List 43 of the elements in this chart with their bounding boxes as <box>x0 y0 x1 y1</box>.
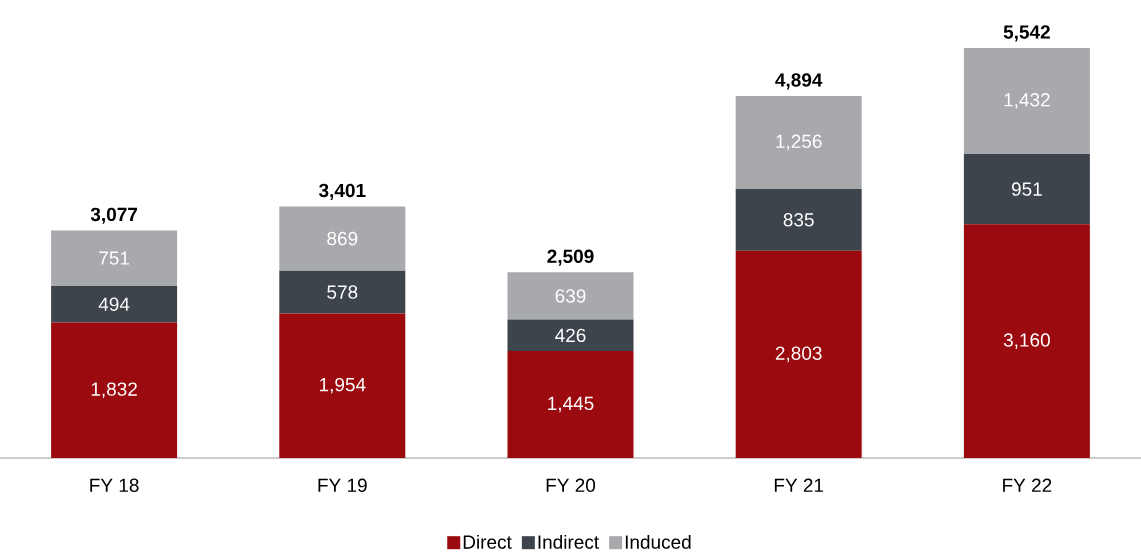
total-label: 3,077 <box>90 207 138 224</box>
bar <box>507 319 634 352</box>
data-label: 951 <box>1011 182 1042 196</box>
bar <box>507 272 634 320</box>
bar <box>963 224 1090 458</box>
data-label: 578 <box>327 285 358 299</box>
bar <box>279 313 406 458</box>
total-label: 3,401 <box>318 183 366 200</box>
bar <box>963 48 1090 154</box>
data-label: 1,954 <box>319 377 366 394</box>
total-label: 2,509 <box>547 249 594 266</box>
data-label: 1,445 <box>548 396 594 413</box>
bar <box>51 285 178 323</box>
data-label: 639 <box>555 289 586 303</box>
legend-label: Indirect <box>538 534 599 549</box>
data-label: 751 <box>99 251 130 265</box>
data-label: 1,832 <box>91 382 137 399</box>
legend-label: Induced <box>625 534 691 549</box>
x-tick-label: FY 19 <box>318 478 367 492</box>
bar <box>735 250 862 458</box>
bar <box>279 270 406 314</box>
data-label: 426 <box>555 328 586 343</box>
bar <box>735 96 862 189</box>
total-label: 5,542 <box>1003 25 1050 42</box>
data-label: 1,432 <box>1004 93 1050 109</box>
x-tick-label: FY 20 <box>546 478 596 492</box>
data-label: 1,256 <box>776 134 822 151</box>
bar <box>735 188 862 251</box>
bar <box>51 230 178 286</box>
data-label: 869 <box>327 231 358 246</box>
bar <box>963 153 1090 225</box>
data-label: 835 <box>783 213 814 227</box>
x-tick-label: FY 21 <box>774 478 824 492</box>
data-label: 3,160 <box>1003 333 1050 349</box>
x-tick-label: FY 22 <box>1003 478 1052 492</box>
bar <box>51 322 178 458</box>
x-tick-label: FY 18 <box>90 478 139 492</box>
bar <box>507 351 634 458</box>
legend-label: Direct <box>463 534 512 549</box>
data-label: 2,803 <box>775 346 822 363</box>
total-label: 4,894 <box>775 73 823 90</box>
bar <box>279 206 406 271</box>
data-label: 494 <box>98 297 130 311</box>
